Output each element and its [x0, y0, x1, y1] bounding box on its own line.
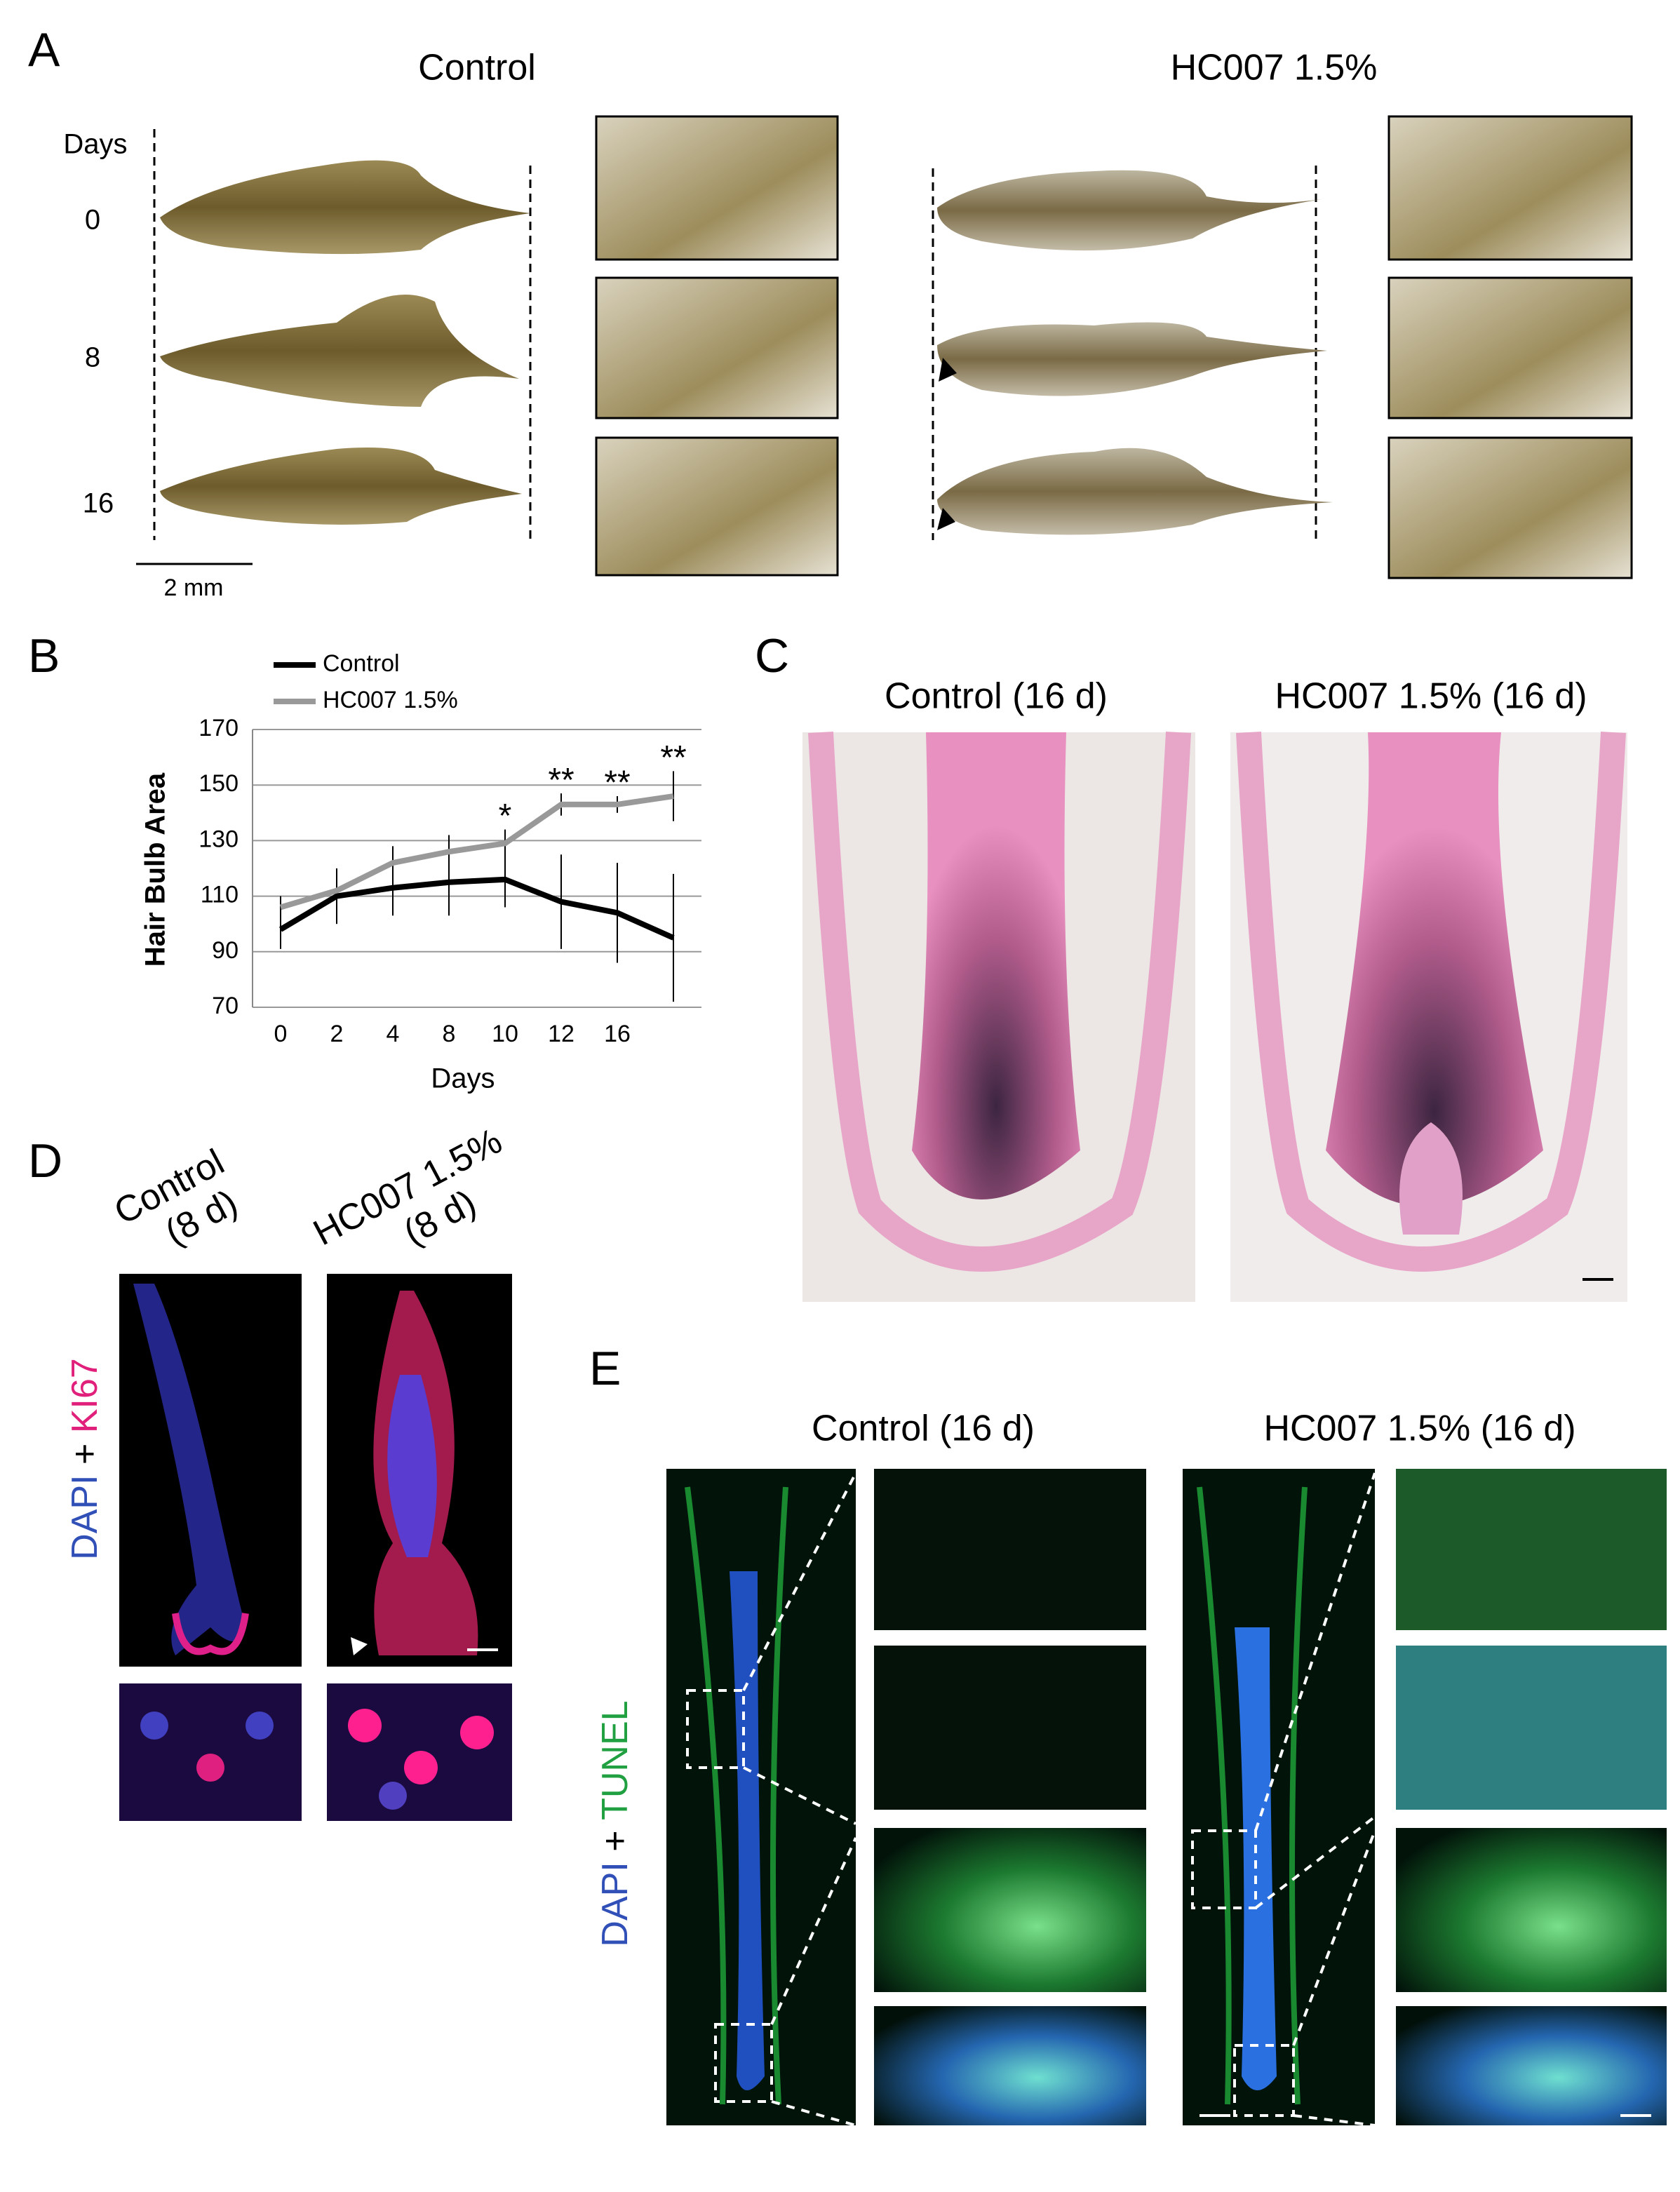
fluorescence-image	[666, 1469, 1375, 2125]
stain: +	[65, 1444, 105, 1465]
legend-label: Control	[323, 650, 400, 677]
arrowhead	[351, 1637, 368, 1655]
column-title: Control	[418, 48, 536, 88]
inset-photos	[595, 115, 1633, 579]
guide-lines	[153, 129, 1317, 540]
panel-b: B Days Hair Bulb Area 70 90 110 130 150 170 0 2…	[28, 629, 701, 1094]
x-tick-label: 12	[548, 1021, 574, 1047]
image-title: Control (16 d)	[812, 1408, 1035, 1449]
y-tick-label: 110	[201, 882, 238, 908]
panel-label: B	[28, 629, 60, 683]
image-title: HC007 1.5% (16 d)	[1275, 676, 1587, 717]
panel-c: C Control (16 d) HC007 1.5% (16 d)	[755, 629, 1627, 1302]
row-header: Days	[63, 129, 127, 160]
x-tick-label: 8	[443, 1021, 456, 1047]
stain: KI67	[65, 1358, 105, 1433]
panel-d: D Control (8 d) HC007 1.5% (8 d) DAPI + …	[28, 1121, 512, 1821]
zoom-guides	[686, 1472, 1376, 2127]
image-title: Control (16 d)	[885, 676, 1108, 717]
y-tick-label: 150	[199, 770, 238, 797]
significance-label: **	[548, 762, 574, 799]
panel-label: D	[28, 1134, 62, 1188]
y-tick-label: 130	[199, 826, 238, 852]
series-line	[278, 876, 675, 941]
x-tick-label: 16	[604, 1021, 631, 1047]
significance-label: **	[660, 739, 686, 776]
row-label: 0	[85, 205, 100, 236]
inset-images	[874, 1469, 1667, 2125]
legend-label: HC007 1.5%	[323, 687, 458, 713]
stain: DAPI	[65, 1474, 105, 1559]
stain: TUNEL	[595, 1700, 636, 1820]
stain: DAPI	[595, 1862, 636, 1946]
significance-label: **	[604, 765, 630, 802]
y-axis-label: Hair Bulb Area	[140, 772, 171, 967]
panel-label: C	[755, 629, 789, 683]
x-tick-label: 10	[492, 1021, 518, 1047]
panel-label: A	[28, 23, 60, 76]
histology-image	[802, 732, 1195, 1302]
stain: +	[595, 1830, 636, 1851]
scale-bar-label: 2 mm	[164, 574, 224, 601]
x-tick-label: 2	[330, 1021, 344, 1047]
panel-label: E	[589, 1342, 621, 1395]
column-title: HC007 1.5%	[1171, 48, 1378, 88]
panel-a: A Control HC007 1.5% Days 0 8 16	[28, 23, 1633, 601]
row-label: 8	[85, 342, 100, 373]
panel-e: E Control (16 d) HC007 1.5% (16 d) DAPI …	[589, 1342, 1667, 2127]
row-label: 16	[83, 488, 114, 519]
y-tick-label: 170	[199, 715, 238, 741]
x-tick-label: 4	[387, 1021, 400, 1047]
significance-label: *	[499, 798, 512, 835]
y-tick-label: 90	[212, 937, 238, 964]
y-tick-label: 70	[212, 993, 238, 1019]
histology-image	[1230, 732, 1627, 1302]
x-tick-label: 0	[274, 1021, 288, 1047]
stain-label: DAPI + TUNEL	[595, 1700, 636, 1946]
follicle-photos	[160, 160, 1333, 535]
series-line	[279, 793, 674, 910]
fluorescence-image	[119, 1274, 512, 1821]
stain-label: DAPI + KI67	[65, 1358, 105, 1560]
image-title: HC007 1.5% (16 d)	[1263, 1408, 1575, 1449]
x-axis-label: Days	[431, 1063, 495, 1094]
